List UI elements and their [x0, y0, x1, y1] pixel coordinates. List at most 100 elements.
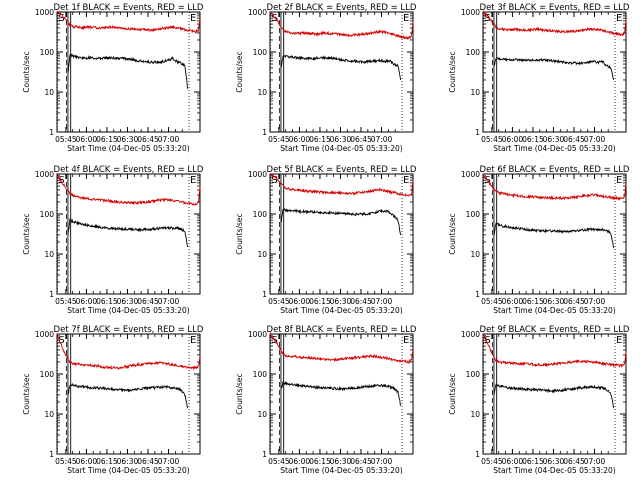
start-marker-label: S [271, 175, 277, 186]
plot-frame [482, 11, 627, 133]
y-tick-label: 1 [262, 450, 267, 459]
events-series-line [280, 380, 402, 406]
plot-frame [56, 11, 201, 133]
x-axis-label: Start Time (04-Dec-05 05:33:20) [67, 466, 189, 475]
x-tick-label: 06:45 [350, 135, 372, 144]
y-tick-label: 1 [49, 450, 54, 459]
x-tick-label: 07:00 [371, 457, 393, 466]
y-tick-label: 10 [470, 410, 480, 419]
detector-panel-3: Det 3f BLACK = Events, RED = LLD 1 10 100 10… [448, 3, 630, 153]
panel-title: Det 8f BLACK = Events, RED = LLD [267, 325, 417, 335]
plot-frame [56, 173, 201, 295]
x-tick-label: 06:00 [502, 457, 524, 466]
start-marker-label: S [58, 335, 64, 346]
y-axis-label: Counts/sec [448, 213, 457, 254]
x-tick-label: 05:45 [55, 135, 77, 144]
y-axis-label: Counts/sec [448, 373, 457, 414]
y-tick-label: 10 [44, 88, 54, 97]
detector-panel-2: Det 2f BLACK = Events, RED = LLD 1 10 100 10… [235, 3, 417, 153]
lld-series-line [269, 11, 414, 40]
x-axis-label: Start Time (04-Dec-05 05:33:20) [493, 466, 615, 475]
y-tick-label: 100 [466, 48, 481, 57]
x-tick-label: 06:00 [76, 457, 98, 466]
x-tick-label: 05:45 [481, 297, 503, 306]
lld-series-line [482, 173, 627, 201]
x-tick-label: 06:15 [522, 297, 544, 306]
x-tick-label: 07:00 [584, 135, 606, 144]
x-tick-label: 06:45 [137, 457, 159, 466]
lld-series-line [482, 10, 627, 37]
x-tick-label: 06:15 [96, 297, 118, 306]
x-tick-label: 06:00 [502, 297, 524, 306]
y-axis-label: Counts/sec [235, 373, 244, 414]
panel-title: Det 3f BLACK = Events, RED = LLD [480, 3, 630, 13]
detector-panel-6: Det 6f BLACK = Events, RED = LLD 1 10 100 10… [448, 165, 630, 315]
end-marker-label: E [616, 175, 622, 186]
y-tick-label: 10 [470, 250, 480, 259]
end-marker-label: E [616, 13, 622, 24]
x-tick-label: 07:00 [158, 457, 180, 466]
y-tick-label: 10 [44, 410, 54, 419]
lld-series-line [269, 173, 414, 197]
plot-frame [482, 333, 627, 455]
x-tick-label: 07:00 [371, 297, 393, 306]
x-tick-label: 06:30 [543, 457, 565, 466]
x-tick-label: 06:30 [330, 457, 352, 466]
end-marker-label: E [616, 335, 622, 346]
x-tick-label: 05:45 [268, 457, 290, 466]
y-tick-label: 1000 [248, 8, 267, 17]
y-tick-label: 100 [40, 210, 55, 219]
y-tick-label: 10 [257, 88, 267, 97]
x-tick-label: 06:15 [522, 457, 544, 466]
y-tick-label: 100 [466, 370, 481, 379]
events-series-line [493, 383, 615, 409]
x-tick-label: 05:45 [481, 457, 503, 466]
x-tick-label: 06:45 [350, 457, 372, 466]
x-tick-label: 06:30 [543, 297, 565, 306]
x-axis-label: Start Time (04-Dec-05 05:33:20) [67, 144, 189, 153]
x-axis-label: Start Time (04-Dec-05 05:33:20) [280, 466, 402, 475]
events-series-line [280, 207, 402, 236]
x-axis-label: Start Time (04-Dec-05 05:33:20) [493, 144, 615, 153]
lld-series-line [56, 333, 201, 371]
y-tick-label: 100 [253, 210, 268, 219]
detector-panel-7: Det 7f BLACK = Events, RED = LLD 1 10 100 10… [22, 325, 204, 475]
y-tick-label: 100 [40, 370, 55, 379]
x-tick-label: 06:30 [117, 297, 139, 306]
x-tick-label: 06:30 [330, 135, 352, 144]
x-tick-label: 07:00 [584, 297, 606, 306]
y-axis-label: Counts/sec [22, 51, 31, 92]
y-tick-label: 100 [253, 48, 268, 57]
detector-panel-9: Det 9f BLACK = Events, RED = LLD 1 10 100 10… [448, 325, 630, 475]
y-tick-label: 100 [253, 370, 268, 379]
x-tick-label: 06:00 [502, 135, 524, 144]
x-tick-label: 06:15 [309, 457, 331, 466]
x-tick-label: 07:00 [584, 457, 606, 466]
x-tick-label: 06:00 [289, 297, 311, 306]
y-tick-label: 1 [262, 128, 267, 137]
x-tick-label: 06:45 [563, 297, 585, 306]
x-axis-label: Start Time (04-Dec-05 05:33:20) [280, 144, 402, 153]
y-axis-label: Counts/sec [235, 213, 244, 254]
x-tick-label: 06:15 [309, 135, 331, 144]
y-tick-label: 1000 [461, 170, 480, 179]
detector-panel-1: Det 1f BLACK = Events, RED = LLD 1 10 100 10… [22, 3, 204, 153]
events-series-line [67, 382, 189, 409]
x-tick-label: 06:45 [350, 297, 372, 306]
x-tick-label: 07:00 [158, 297, 180, 306]
x-tick-label: 06:30 [543, 135, 565, 144]
x-tick-label: 06:00 [289, 457, 311, 466]
x-tick-label: 07:00 [158, 135, 180, 144]
y-tick-label: 100 [40, 48, 55, 57]
y-axis-label: Counts/sec [22, 213, 31, 254]
panel-title: Det 2f BLACK = Events, RED = LLD [267, 3, 417, 13]
y-tick-label: 1 [475, 450, 480, 459]
y-tick-label: 1000 [35, 330, 54, 339]
x-tick-label: 06:30 [330, 297, 352, 306]
start-marker-label: S [271, 13, 277, 24]
end-marker-label: E [190, 175, 196, 186]
end-marker-label: E [403, 175, 409, 186]
x-tick-label: 06:30 [117, 135, 139, 144]
lld-series-line [482, 334, 627, 369]
